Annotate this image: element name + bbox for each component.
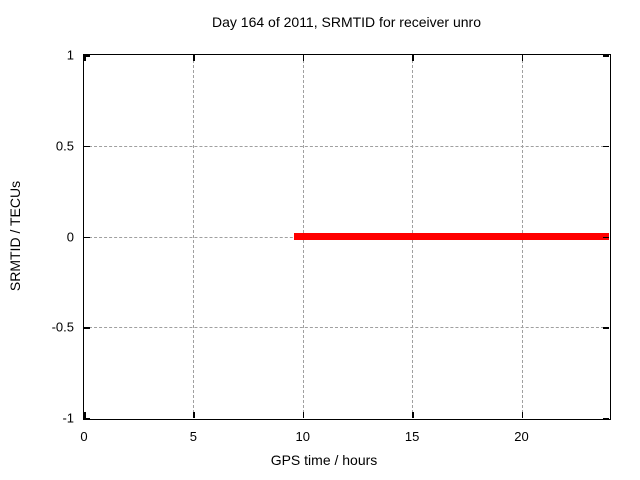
x-tick-mirror [84, 55, 86, 61]
y-tick-mirror [603, 418, 609, 420]
y-tick-mirror [603, 327, 609, 329]
x-tick-mirror [521, 55, 523, 61]
x-tick [193, 412, 195, 418]
x-tick-label: 0 [80, 429, 88, 444]
y-tick-label: -1 [62, 410, 74, 426]
y-tick [84, 327, 90, 329]
plot-border [82, 53, 611, 420]
y-tick-mirror [603, 145, 609, 148]
x-tick-mirror [193, 55, 195, 61]
x-tick-label: 10 [295, 429, 310, 444]
x-tick-mirror [302, 55, 305, 61]
y-gridline [84, 327, 609, 329]
x-axis-label: GPS time / hours [270, 452, 378, 468]
x-tick [412, 412, 414, 418]
y-tick-label: 0 [66, 229, 74, 244]
x-tick-label: 20 [514, 429, 529, 444]
y-tick-mirror [603, 236, 609, 238]
chart-title: Day 164 of 2011, SRMTID for receiver unr… [212, 14, 481, 30]
x-tick [302, 412, 305, 418]
x-tick-label: 5 [189, 429, 197, 444]
series-line-srmtid [294, 233, 609, 240]
x-tick [84, 412, 86, 418]
y-tick-label: -0.5 [51, 319, 74, 335]
y-tick-label: 0.5 [55, 138, 74, 154]
y-tick [84, 418, 90, 420]
x-tick-label: 15 [404, 429, 420, 444]
y-tick [84, 236, 90, 238]
y-tick [84, 55, 90, 57]
y-tick-label: 1 [66, 47, 74, 63]
x-tick [521, 412, 523, 418]
x-tick-mirror [412, 55, 414, 61]
y-tick [84, 145, 90, 148]
y-tick-mirror [603, 55, 609, 57]
y-gridline [84, 145, 609, 147]
